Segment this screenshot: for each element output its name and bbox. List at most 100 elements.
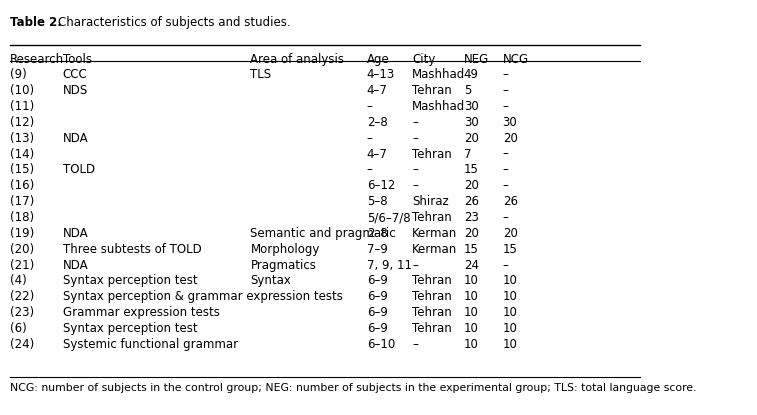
Text: 10: 10	[464, 306, 478, 319]
Text: 7–9: 7–9	[367, 243, 388, 256]
Text: Tehran: Tehran	[412, 290, 452, 303]
Text: 20: 20	[464, 132, 478, 145]
Text: Age: Age	[367, 53, 390, 66]
Text: TOLD: TOLD	[63, 164, 95, 176]
Text: Kerman: Kerman	[412, 243, 457, 256]
Text: (10): (10)	[10, 84, 34, 97]
Text: 6–9: 6–9	[367, 306, 388, 319]
Text: 10: 10	[464, 290, 478, 303]
Text: –: –	[412, 338, 418, 351]
Text: (6): (6)	[10, 322, 26, 335]
Text: 10: 10	[503, 306, 518, 319]
Text: –: –	[367, 132, 372, 145]
Text: 23: 23	[464, 211, 478, 224]
Text: Pragmatics: Pragmatics	[251, 259, 316, 271]
Text: (14): (14)	[10, 147, 34, 161]
Text: (24): (24)	[10, 338, 34, 351]
Text: Syntax perception & grammar expression tests: Syntax perception & grammar expression t…	[63, 290, 343, 303]
Text: Characteristics of subjects and studies.: Characteristics of subjects and studies.	[58, 16, 290, 29]
Text: Table 2.: Table 2.	[10, 16, 61, 29]
Text: Tehran: Tehran	[412, 306, 452, 319]
Text: 5–8: 5–8	[367, 195, 388, 208]
Text: 20: 20	[503, 132, 518, 145]
Text: 10: 10	[503, 338, 518, 351]
Text: TLS: TLS	[251, 68, 272, 81]
Text: Syntax perception test: Syntax perception test	[63, 322, 198, 335]
Text: (20): (20)	[10, 243, 34, 256]
Text: NDA: NDA	[63, 259, 89, 271]
Text: (13): (13)	[10, 132, 34, 145]
Text: 10: 10	[464, 322, 478, 335]
Text: (15): (15)	[10, 164, 34, 176]
Text: 20: 20	[464, 227, 478, 240]
Text: 6–10: 6–10	[367, 338, 395, 351]
Text: Tools: Tools	[63, 53, 92, 66]
Text: –: –	[503, 68, 509, 81]
Text: (21): (21)	[10, 259, 34, 271]
Text: (17): (17)	[10, 195, 34, 208]
Text: 26: 26	[464, 195, 479, 208]
Text: –: –	[503, 100, 509, 113]
Text: 15: 15	[503, 243, 518, 256]
Text: Semantic and pragmatic: Semantic and pragmatic	[251, 227, 396, 240]
Text: 10: 10	[503, 274, 518, 288]
Text: NCG: NCG	[503, 53, 528, 66]
Text: –: –	[412, 132, 418, 145]
Text: 5/6–7/8: 5/6–7/8	[367, 211, 410, 224]
Text: –: –	[412, 116, 418, 129]
Text: Tehran: Tehran	[412, 211, 452, 224]
Text: –: –	[503, 179, 509, 192]
Text: 20: 20	[464, 179, 478, 192]
Text: NDS: NDS	[63, 84, 88, 97]
Text: (11): (11)	[10, 100, 34, 113]
Text: 26: 26	[503, 195, 518, 208]
Text: Syntax perception test: Syntax perception test	[63, 274, 198, 288]
Text: Tehran: Tehran	[412, 84, 452, 97]
Text: 20: 20	[503, 227, 518, 240]
Text: (19): (19)	[10, 227, 34, 240]
Text: Three subtests of TOLD: Three subtests of TOLD	[63, 243, 201, 256]
Text: –: –	[503, 164, 509, 176]
Text: 6–9: 6–9	[367, 274, 388, 288]
Text: Grammar expression tests: Grammar expression tests	[63, 306, 220, 319]
Text: 7, 9, 11: 7, 9, 11	[367, 259, 412, 271]
Text: 10: 10	[503, 290, 518, 303]
Text: (4): (4)	[10, 274, 26, 288]
Text: –: –	[367, 164, 372, 176]
Text: 4–13: 4–13	[367, 68, 395, 81]
Text: –: –	[412, 164, 418, 176]
Text: (23): (23)	[10, 306, 34, 319]
Text: City: City	[412, 53, 435, 66]
Text: Tehran: Tehran	[412, 322, 452, 335]
Text: NEG: NEG	[464, 53, 489, 66]
Text: –: –	[367, 100, 372, 113]
Text: 6–12: 6–12	[367, 179, 395, 192]
Text: NDA: NDA	[63, 227, 89, 240]
Text: 24: 24	[464, 259, 479, 271]
Text: CCC: CCC	[63, 68, 88, 81]
Text: 4–7: 4–7	[367, 147, 388, 161]
Text: 30: 30	[503, 116, 517, 129]
Text: 2–8: 2–8	[367, 116, 388, 129]
Text: NCG: number of subjects in the control group; NEG: number of subjects in the exp: NCG: number of subjects in the control g…	[10, 383, 696, 393]
Text: 10: 10	[464, 274, 478, 288]
Text: Syntax: Syntax	[251, 274, 291, 288]
Text: 10: 10	[464, 338, 478, 351]
Text: 10: 10	[503, 322, 518, 335]
Text: 30: 30	[464, 116, 478, 129]
Text: –: –	[503, 259, 509, 271]
Text: 49: 49	[464, 68, 479, 81]
Text: 2–8: 2–8	[367, 227, 388, 240]
Text: 5: 5	[464, 84, 471, 97]
Text: Mashhad: Mashhad	[412, 100, 466, 113]
Text: Mashhad: Mashhad	[412, 68, 466, 81]
Text: 15: 15	[464, 243, 478, 256]
Text: (9): (9)	[10, 68, 26, 81]
Text: 4–7: 4–7	[367, 84, 388, 97]
Text: Shiraz: Shiraz	[412, 195, 449, 208]
Text: (22): (22)	[10, 290, 34, 303]
Text: 6–9: 6–9	[367, 322, 388, 335]
Text: –: –	[503, 84, 509, 97]
Text: (16): (16)	[10, 179, 34, 192]
Text: 6–9: 6–9	[367, 290, 388, 303]
